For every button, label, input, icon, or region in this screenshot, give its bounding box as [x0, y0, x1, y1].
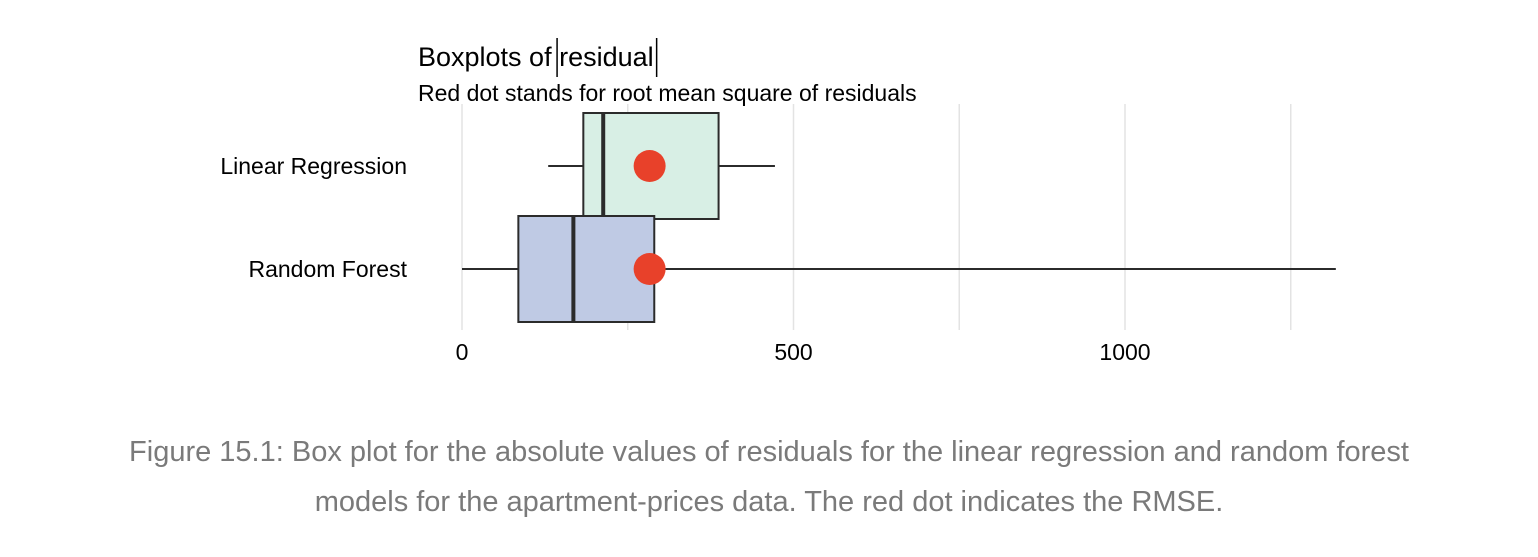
boxplot-figure: Boxplots of residual Red dot stands for …: [220, 38, 1336, 365]
category-label: Linear Regression: [220, 153, 407, 179]
chart-title-variable: residual: [559, 42, 654, 72]
x-tick-label: 0: [456, 339, 469, 365]
x-tick-label: 500: [774, 339, 812, 365]
iqr-box: [517, 215, 656, 323]
labels: Boxplots of residual Red dot stands for …: [220, 38, 1151, 365]
box-linear-regression: [548, 112, 775, 220]
category-label: Random Forest: [248, 256, 407, 282]
rmse-dot: [633, 253, 666, 285]
rmse-dot: [633, 150, 666, 182]
x-tick-label: 1000: [1099, 339, 1150, 365]
caption-line-1: Figure 15.1: Box plot for the absolute v…: [129, 436, 1409, 468]
boxplot-chart: Boxplots of residual Red dot stands for …: [220, 38, 1336, 365]
figure-caption: Figure 15.1: Box plot for the absolute v…: [30, 427, 1508, 527]
caption-line-2: models for the apartment-prices data. Th…: [314, 486, 1224, 518]
box-random-forest: [462, 215, 1336, 323]
chart-title: Boxplots of residual: [418, 42, 654, 72]
chart-title-prefix: Boxplots of: [418, 42, 559, 72]
chart-subtitle: Red dot stands for root mean square of r…: [418, 80, 917, 106]
boxes: [462, 112, 1336, 323]
